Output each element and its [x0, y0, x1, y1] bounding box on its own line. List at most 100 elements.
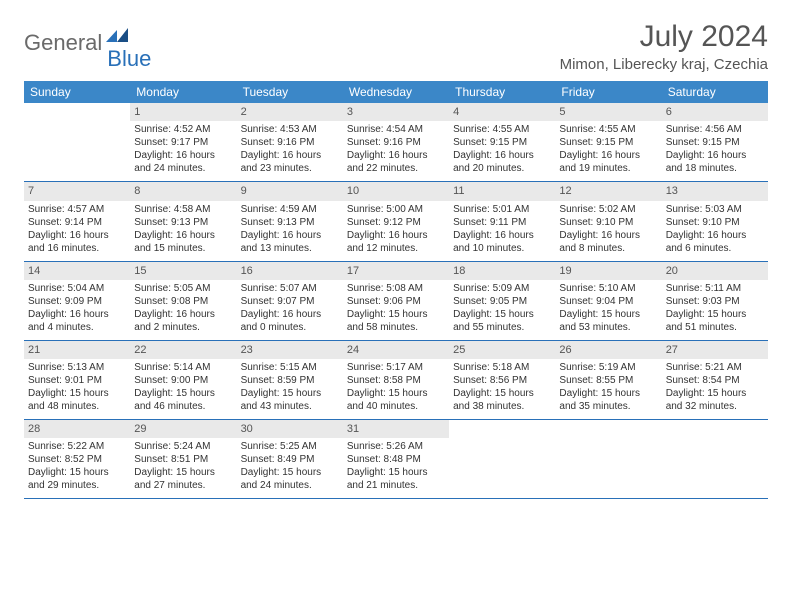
sunset-line: Sunset: 9:15 PM: [453, 136, 551, 149]
sunrise-line: Sunrise: 5:14 AM: [134, 361, 232, 374]
calendar-day-cell: 1Sunrise: 4:52 AMSunset: 9:17 PMDaylight…: [130, 103, 236, 182]
calendar-day-cell: 15Sunrise: 5:05 AMSunset: 9:08 PMDayligh…: [130, 261, 236, 340]
daylight-line: Daylight: 16 hours and 16 minutes.: [28, 229, 126, 255]
day-number: 1: [130, 103, 236, 121]
sunrise-line: Sunrise: 5:01 AM: [453, 203, 551, 216]
day-number: 26: [555, 341, 661, 359]
day-number: 21: [24, 341, 130, 359]
day-number: 24: [343, 341, 449, 359]
sunset-line: Sunset: 9:03 PM: [666, 295, 764, 308]
day-number: 14: [24, 262, 130, 280]
sunrise-line: Sunrise: 4:54 AM: [347, 123, 445, 136]
calendar-day-cell: 10Sunrise: 5:00 AMSunset: 9:12 PMDayligh…: [343, 182, 449, 261]
title-block: July 2024 Mimon, Liberecky kraj, Czechia: [560, 20, 768, 73]
sunset-line: Sunset: 9:15 PM: [559, 136, 657, 149]
sunset-line: Sunset: 9:01 PM: [28, 374, 126, 387]
sunrise-line: Sunrise: 5:22 AM: [28, 440, 126, 453]
sunrise-line: Sunrise: 5:24 AM: [134, 440, 232, 453]
location: Mimon, Liberecky kraj, Czechia: [560, 56, 768, 73]
sunrise-line: Sunrise: 5:09 AM: [453, 282, 551, 295]
day-number: 22: [130, 341, 236, 359]
day-number: 4: [449, 103, 555, 121]
sunrise-line: Sunrise: 4:55 AM: [559, 123, 657, 136]
sunset-line: Sunset: 8:55 PM: [559, 374, 657, 387]
sunset-line: Sunset: 9:11 PM: [453, 216, 551, 229]
calendar-week-row: 28Sunrise: 5:22 AMSunset: 8:52 PMDayligh…: [24, 420, 768, 499]
calendar-day-cell: 9Sunrise: 4:59 AMSunset: 9:13 PMDaylight…: [237, 182, 343, 261]
sunset-line: Sunset: 8:48 PM: [347, 453, 445, 466]
calendar-week-row: 14Sunrise: 5:04 AMSunset: 9:09 PMDayligh…: [24, 261, 768, 340]
sunrise-line: Sunrise: 5:07 AM: [241, 282, 339, 295]
day-number: 2: [237, 103, 343, 121]
sunrise-line: Sunrise: 5:04 AM: [28, 282, 126, 295]
logo: General Blue: [24, 28, 173, 57]
calendar-day-cell: [555, 420, 661, 499]
sunset-line: Sunset: 9:08 PM: [134, 295, 232, 308]
daylight-line: Daylight: 15 hours and 24 minutes.: [241, 466, 339, 492]
sunrise-line: Sunrise: 5:03 AM: [666, 203, 764, 216]
sunset-line: Sunset: 9:15 PM: [666, 136, 764, 149]
day-number: 16: [237, 262, 343, 280]
daylight-line: Daylight: 16 hours and 20 minutes.: [453, 149, 551, 175]
daylight-line: Daylight: 15 hours and 27 minutes.: [134, 466, 232, 492]
sunset-line: Sunset: 8:58 PM: [347, 374, 445, 387]
calendar-day-cell: 4 Sunrise: 4:55 AMSunset: 9:15 PMDaylight…: [449, 103, 555, 182]
calendar-day-cell: 26Sunrise: 5:19 AMSunset: 8:55 PMDayligh…: [555, 340, 661, 419]
sunrise-line: Sunrise: 4:55 AM: [453, 123, 551, 136]
calendar-day-cell: 12Sunrise: 5:02 AMSunset: 9:10 PMDayligh…: [555, 182, 661, 261]
sunrise-line: Sunrise: 5:05 AM: [134, 282, 232, 295]
sunset-line: Sunset: 9:10 PM: [559, 216, 657, 229]
day-number: 27: [662, 341, 768, 359]
sunset-line: Sunset: 9:12 PM: [347, 216, 445, 229]
day-number: 25: [449, 341, 555, 359]
calendar-day-cell: [662, 420, 768, 499]
sunrise-line: Sunrise: 5:13 AM: [28, 361, 126, 374]
day-header: Sunday: [24, 81, 130, 103]
daylight-line: Daylight: 15 hours and 53 minutes.: [559, 308, 657, 334]
sunset-line: Sunset: 9:09 PM: [28, 295, 126, 308]
logo-flag-icon: [106, 28, 128, 47]
daylight-line: Daylight: 16 hours and 12 minutes.: [347, 229, 445, 255]
day-number: 10: [343, 182, 449, 200]
daylight-line: Daylight: 15 hours and 43 minutes.: [241, 387, 339, 413]
calendar-header-row: SundayMondayTuesdayWednesdayThursdayFrid…: [24, 81, 768, 103]
sunrise-line: Sunrise: 5:02 AM: [559, 203, 657, 216]
daylight-line: Daylight: 15 hours and 29 minutes.: [28, 466, 126, 492]
daylight-line: Daylight: 16 hours and 18 minutes.: [666, 149, 764, 175]
day-number: 6: [662, 103, 768, 121]
day-number: 17: [343, 262, 449, 280]
sunset-line: Sunset: 9:16 PM: [241, 136, 339, 149]
calendar-day-cell: 20Sunrise: 5:11 AMSunset: 9:03 PMDayligh…: [662, 261, 768, 340]
sunrise-line: Sunrise: 5:17 AM: [347, 361, 445, 374]
daylight-line: Daylight: 15 hours and 38 minutes.: [453, 387, 551, 413]
logo-text-blue: Blue: [107, 46, 151, 72]
sunset-line: Sunset: 8:59 PM: [241, 374, 339, 387]
calendar-day-cell: 30Sunrise: 5:25 AMSunset: 8:49 PMDayligh…: [237, 420, 343, 499]
sunrise-line: Sunrise: 4:59 AM: [241, 203, 339, 216]
calendar-day-cell: 29Sunrise: 5:24 AMSunset: 8:51 PMDayligh…: [130, 420, 236, 499]
daylight-line: Daylight: 16 hours and 4 minutes.: [28, 308, 126, 334]
calendar-day-cell: 11Sunrise: 5:01 AMSunset: 9:11 PMDayligh…: [449, 182, 555, 261]
day-header: Wednesday: [343, 81, 449, 103]
calendar-day-cell: 8Sunrise: 4:58 AMSunset: 9:13 PMDaylight…: [130, 182, 236, 261]
calendar-day-cell: 3Sunrise: 4:54 AMSunset: 9:16 PMDaylight…: [343, 103, 449, 182]
sunrise-line: Sunrise: 4:56 AM: [666, 123, 764, 136]
day-number: 5: [555, 103, 661, 121]
day-number: 20: [662, 262, 768, 280]
sunset-line: Sunset: 8:56 PM: [453, 374, 551, 387]
month-title: July 2024: [560, 20, 768, 54]
sunrise-line: Sunrise: 4:52 AM: [134, 123, 232, 136]
sunrise-line: Sunrise: 5:15 AM: [241, 361, 339, 374]
calendar-week-row: 21Sunrise: 5:13 AMSunset: 9:01 PMDayligh…: [24, 340, 768, 419]
sunset-line: Sunset: 8:52 PM: [28, 453, 126, 466]
day-number: 28: [24, 420, 130, 438]
daylight-line: Daylight: 15 hours and 32 minutes.: [666, 387, 764, 413]
sunrise-line: Sunrise: 4:58 AM: [134, 203, 232, 216]
day-number: 11: [449, 182, 555, 200]
sunrise-line: Sunrise: 5:25 AM: [241, 440, 339, 453]
calendar-day-cell: 27Sunrise: 5:21 AMSunset: 8:54 PMDayligh…: [662, 340, 768, 419]
sunset-line: Sunset: 9:14 PM: [28, 216, 126, 229]
day-header: Friday: [555, 81, 661, 103]
daylight-line: Daylight: 15 hours and 48 minutes.: [28, 387, 126, 413]
calendar-day-cell: 13Sunrise: 5:03 AMSunset: 9:10 PMDayligh…: [662, 182, 768, 261]
